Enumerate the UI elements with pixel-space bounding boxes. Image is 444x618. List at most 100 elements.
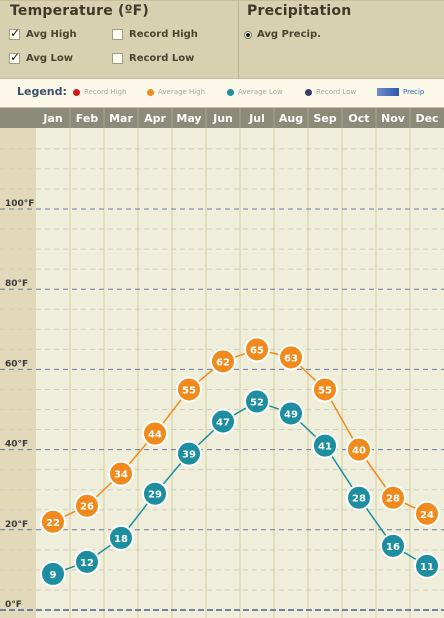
avg-high-point[interactable] bbox=[312, 376, 338, 403]
avg-high-point[interactable] bbox=[414, 500, 440, 527]
avg-high-value-label: 26 bbox=[80, 502, 94, 513]
record-high-option[interactable]: Record High bbox=[112, 29, 198, 40]
avg-low-value-label: 12 bbox=[80, 558, 94, 569]
month-label: Jan bbox=[42, 112, 62, 125]
avg-low-value-label: 47 bbox=[216, 418, 230, 429]
avg-high-value-label: 44 bbox=[148, 430, 162, 441]
avg-high-value-label: 65 bbox=[250, 345, 264, 356]
month-label: Aug bbox=[279, 112, 303, 125]
avg-low-point[interactable] bbox=[40, 560, 66, 587]
month-label: Jun bbox=[212, 112, 233, 125]
avg-low-point[interactable] bbox=[346, 484, 372, 511]
legend-label-average-low: Average Low bbox=[238, 88, 283, 96]
temperature-section-title: Temperature (ºF) bbox=[10, 3, 150, 19]
avg-low-value-label: 18 bbox=[114, 534, 128, 545]
avg-low-point[interactable] bbox=[244, 388, 270, 415]
avg-low-value-label: 11 bbox=[420, 562, 434, 573]
avg-high-point[interactable] bbox=[380, 484, 406, 511]
blue-bar-icon bbox=[377, 88, 399, 96]
avg-high-value-label: 28 bbox=[386, 494, 400, 505]
avg-low-label: Avg Low bbox=[26, 53, 74, 64]
avg-low-point[interactable] bbox=[380, 532, 406, 559]
avg-high-value-label: 55 bbox=[318, 385, 332, 396]
orange-dot-icon bbox=[147, 88, 154, 96]
avg-low-checkbox[interactable] bbox=[9, 50, 20, 64]
y-tick-label: 60°F bbox=[5, 359, 28, 369]
avg-high-value-label: 22 bbox=[46, 518, 60, 529]
avg-low-point[interactable] bbox=[414, 552, 440, 579]
avg-high-value-label: 34 bbox=[114, 470, 128, 481]
avg-low-point[interactable] bbox=[312, 432, 338, 459]
panel-divider bbox=[238, 1, 239, 79]
chart-legend: Legend: Record High Average High Average… bbox=[0, 78, 444, 108]
month-label: Dec bbox=[415, 112, 438, 125]
avg-high-point[interactable] bbox=[210, 348, 236, 375]
avg-low-point[interactable] bbox=[74, 548, 100, 575]
avg-high-checkbox[interactable] bbox=[9, 26, 20, 40]
avg-high-value-label: 62 bbox=[216, 357, 230, 368]
record-low-checkbox[interactable] bbox=[112, 53, 123, 64]
avg-high-point[interactable] bbox=[142, 420, 168, 447]
y-tick-label: 40°F bbox=[5, 440, 28, 450]
month-label: Sep bbox=[313, 112, 336, 125]
avg-low-point[interactable] bbox=[210, 408, 236, 435]
avg-low-point[interactable] bbox=[142, 480, 168, 507]
month-label: Mar bbox=[109, 112, 133, 125]
avg-high-point[interactable] bbox=[244, 336, 270, 363]
avg-low-value-label: 16 bbox=[386, 542, 400, 553]
y-tick-label: 80°F bbox=[5, 279, 28, 289]
temperature-chart: 0°F 20°F 40°F 60°F 80°F 100°F Jan Feb Mar Apr May J… bbox=[0, 108, 444, 618]
avg-low-value-label: 28 bbox=[352, 494, 366, 505]
avg-high-point[interactable] bbox=[108, 460, 134, 487]
avg-low-option[interactable]: Avg Low bbox=[9, 50, 74, 64]
avg-low-value-label: 9 bbox=[50, 570, 57, 581]
avg-high-option[interactable]: Avg High bbox=[9, 26, 77, 40]
avg-high-point[interactable] bbox=[278, 344, 304, 371]
avg-high-point[interactable] bbox=[176, 376, 202, 403]
legend-item-average-high: Average High bbox=[147, 88, 205, 96]
precipitation-section-title: Precipitation bbox=[247, 3, 352, 19]
record-low-option[interactable]: Record Low bbox=[112, 53, 194, 64]
avg-precip-radio[interactable] bbox=[244, 30, 252, 39]
legend-label-record-low: Record Low bbox=[316, 88, 357, 96]
legend-title: Legend: bbox=[17, 85, 67, 98]
month-label: Feb bbox=[76, 112, 99, 125]
month-label: Jul bbox=[248, 112, 265, 125]
legend-label-record-high: Record High bbox=[84, 88, 127, 96]
avg-high-value-label: 55 bbox=[182, 385, 196, 396]
avg-high-point[interactable] bbox=[346, 436, 372, 463]
avg-low-point[interactable] bbox=[176, 440, 202, 467]
legend-item-precip: Precip bbox=[377, 88, 424, 96]
avg-high-value-label: 24 bbox=[420, 510, 434, 521]
legend-item-average-low: Average Low bbox=[227, 88, 283, 96]
record-high-checkbox[interactable] bbox=[112, 29, 123, 40]
avg-low-point[interactable] bbox=[108, 524, 134, 551]
y-axis-panel bbox=[0, 108, 36, 618]
month-label: Oct bbox=[348, 112, 369, 125]
y-tick-label: 20°F bbox=[5, 520, 28, 530]
record-low-label: Record Low bbox=[129, 53, 195, 64]
teal-dot-icon bbox=[227, 88, 234, 96]
avg-precip-option[interactable]: Avg Precip. bbox=[244, 29, 321, 40]
legend-label-precip: Precip bbox=[403, 88, 425, 96]
month-header-bar bbox=[0, 108, 444, 128]
avg-high-point[interactable] bbox=[40, 508, 66, 535]
avg-high-point[interactable] bbox=[74, 492, 100, 519]
avg-high-value-label: 40 bbox=[352, 446, 366, 457]
chart-options-panel: Temperature (ºF) Precipitation Avg High … bbox=[0, 0, 444, 79]
avg-low-value-label: 29 bbox=[148, 490, 162, 501]
navy-dot-icon bbox=[305, 88, 312, 96]
avg-low-value-label: 41 bbox=[318, 442, 332, 453]
avg-low-point[interactable] bbox=[278, 400, 304, 427]
avg-low-value-label: 49 bbox=[284, 410, 298, 421]
legend-item-record-high: Record High bbox=[73, 88, 127, 96]
legend-label-average-high: Average High bbox=[158, 88, 206, 96]
y-tick-label: 100°F bbox=[5, 199, 34, 209]
month-label: Apr bbox=[144, 112, 166, 125]
month-label: May bbox=[176, 112, 201, 125]
month-label: Nov bbox=[381, 112, 406, 125]
avg-low-value-label: 52 bbox=[250, 397, 264, 408]
avg-precip-label: Avg Precip. bbox=[257, 29, 321, 40]
record-high-label: Record High bbox=[129, 29, 198, 40]
legend-item-record-low: Record Low bbox=[305, 88, 356, 96]
